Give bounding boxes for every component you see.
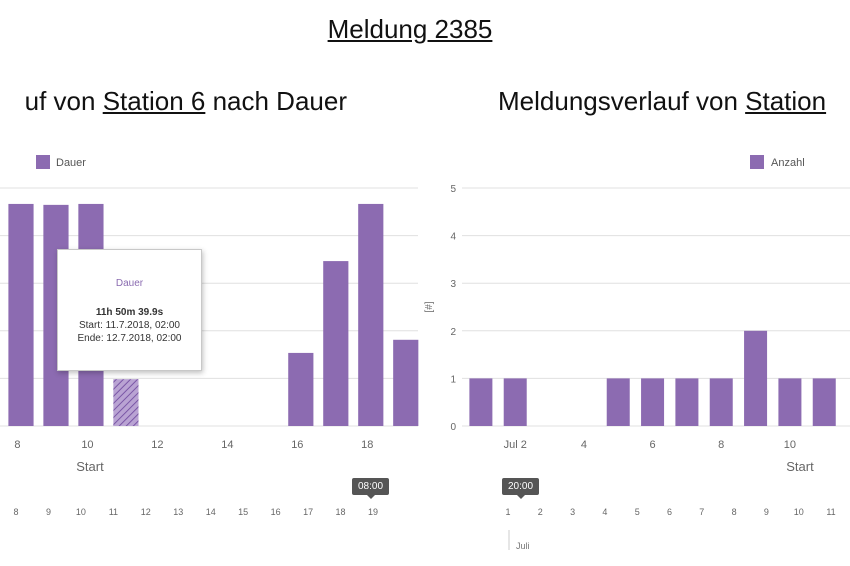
left-chart-title: uf von Station 6 nach Dauer bbox=[25, 86, 347, 117]
left-navigator-tick: 17 bbox=[303, 507, 313, 517]
right-bar[interactable] bbox=[744, 330, 768, 426]
right-navigator-tick: 3 bbox=[570, 507, 575, 517]
left-navigator-tick: 8 bbox=[13, 507, 18, 517]
left-x-tick-label: 10 bbox=[81, 439, 93, 451]
right-x-tick-label: 10 bbox=[784, 439, 796, 451]
right-bar[interactable] bbox=[812, 378, 836, 426]
left-bar[interactable] bbox=[393, 339, 419, 426]
right-navigator-tick: 11 bbox=[826, 507, 835, 517]
right-x-tick-label: Jul 2 bbox=[504, 439, 527, 451]
right-y-axis-label: [#] bbox=[424, 301, 435, 312]
right-navigator-handle[interactable]: 20:00 bbox=[502, 478, 540, 499]
right-navigator-month-label: Juli bbox=[516, 541, 530, 551]
right-chart-title: Meldungsverlauf von Station bbox=[498, 86, 826, 117]
right-bar[interactable] bbox=[641, 378, 665, 426]
right-bars bbox=[469, 330, 836, 426]
right-y-tick-label: 2 bbox=[450, 327, 456, 338]
left-x-tick-label: 18 bbox=[361, 439, 373, 451]
right-navigator-tick: 5 bbox=[635, 507, 640, 517]
left-x-ticks: 8 10 12 14 16 18 bbox=[14, 439, 373, 451]
tooltip-title: Dauer bbox=[115, 278, 144, 289]
left-navigator-tick: 16 bbox=[271, 507, 281, 517]
bar-tooltip: Dauer 11h 50m 39.9s Start: 11.7.2018, 02… bbox=[57, 249, 202, 371]
right-y-tick-label: 1 bbox=[450, 374, 456, 385]
right-y-tick-label: 4 bbox=[450, 232, 456, 243]
tooltip-value: 11h 50m 39.9s bbox=[95, 307, 164, 318]
left-navigator-tick: 12 bbox=[141, 507, 151, 517]
left-x-axis-label: Start bbox=[76, 459, 104, 474]
right-x-tick-label: 6 bbox=[650, 439, 656, 451]
right-navigator-tick: 2 bbox=[538, 507, 543, 517]
right-navigator-tick: 1 bbox=[505, 507, 510, 517]
right-bar[interactable] bbox=[778, 378, 802, 426]
left-navigator-tick: 11 bbox=[109, 507, 118, 517]
right-bar[interactable] bbox=[606, 378, 630, 426]
right-bar[interactable] bbox=[469, 378, 493, 426]
right-y-tick-label: 0 bbox=[450, 422, 456, 433]
left-bars bbox=[8, 203, 419, 426]
left-x-tick-label: 8 bbox=[14, 439, 20, 451]
left-x-tick-label: 12 bbox=[151, 439, 163, 451]
left-navigator-tick: 14 bbox=[206, 507, 216, 517]
left-bar[interactable] bbox=[288, 352, 314, 426]
right-x-ticks: Jul 2 4 6 8 10 bbox=[504, 439, 796, 451]
left-title-station-link[interactable]: Station 6 bbox=[102, 86, 206, 116]
tooltip-end: Ende: 12.7.2018, 02:00 bbox=[77, 333, 182, 344]
left-title-pre: uf von bbox=[24, 86, 103, 116]
right-x-tick-label: 4 bbox=[581, 439, 587, 451]
right-title-station-link[interactable]: Station bbox=[745, 86, 827, 116]
right-legend-label[interactable]: Anzahl bbox=[771, 157, 805, 169]
left-x-tick-label: 16 bbox=[291, 439, 303, 451]
right-y-tick-label: 5 bbox=[450, 184, 456, 195]
left-navigator-tick: 15 bbox=[238, 507, 248, 517]
right-legend-swatch[interactable] bbox=[750, 155, 764, 169]
left-navigator-handle[interactable]: 08:00 bbox=[352, 478, 390, 499]
left-navigator[interactable]: 8 9 10 11 12 13 14 15 16 17 18 19 bbox=[13, 507, 378, 517]
left-bar[interactable] bbox=[8, 203, 34, 426]
left-bar[interactable] bbox=[113, 379, 139, 426]
right-navigator-tick: 10 bbox=[794, 507, 804, 517]
left-legend-swatch[interactable] bbox=[36, 155, 50, 169]
right-y-tick-label: 3 bbox=[450, 279, 456, 290]
right-bar[interactable] bbox=[709, 378, 733, 426]
left-bar[interactable] bbox=[358, 203, 384, 426]
left-bar[interactable] bbox=[323, 261, 349, 426]
right-navigator-tick: 7 bbox=[699, 507, 704, 517]
right-navigator[interactable]: 1 2 3 4 5 6 7 8 9 10 11 bbox=[505, 507, 835, 517]
right-y-ticks: 0 1 2 3 4 5 bbox=[450, 184, 456, 433]
right-navigator-tick: 9 bbox=[764, 507, 769, 517]
left-navigator-tick: 9 bbox=[46, 507, 51, 517]
right-navigator-tick: 4 bbox=[602, 507, 607, 517]
left-legend-label[interactable]: Dauer bbox=[56, 157, 86, 169]
right-x-tick-label: 8 bbox=[718, 439, 724, 451]
right-title-pre: Meldungsverlauf von bbox=[498, 86, 746, 116]
right-bar[interactable] bbox=[503, 378, 527, 426]
left-navigator-tick: 13 bbox=[173, 507, 183, 517]
right-x-axis-label: Start bbox=[786, 459, 814, 474]
left-title-post: nach Dauer bbox=[205, 86, 347, 116]
left-navigator-tick: 10 bbox=[76, 507, 86, 517]
right-bar[interactable] bbox=[675, 378, 699, 426]
left-navigator-tick: 18 bbox=[336, 507, 346, 517]
left-x-tick-label: 14 bbox=[221, 439, 233, 451]
left-navigator-tick: 19 bbox=[368, 507, 378, 517]
main-title: Meldung 2385 bbox=[327, 14, 493, 44]
right-navigator-tick: 8 bbox=[732, 507, 737, 517]
right-navigator-tick: 6 bbox=[667, 507, 672, 517]
tooltip-start: Start: 11.7.2018, 02:00 bbox=[78, 320, 180, 331]
